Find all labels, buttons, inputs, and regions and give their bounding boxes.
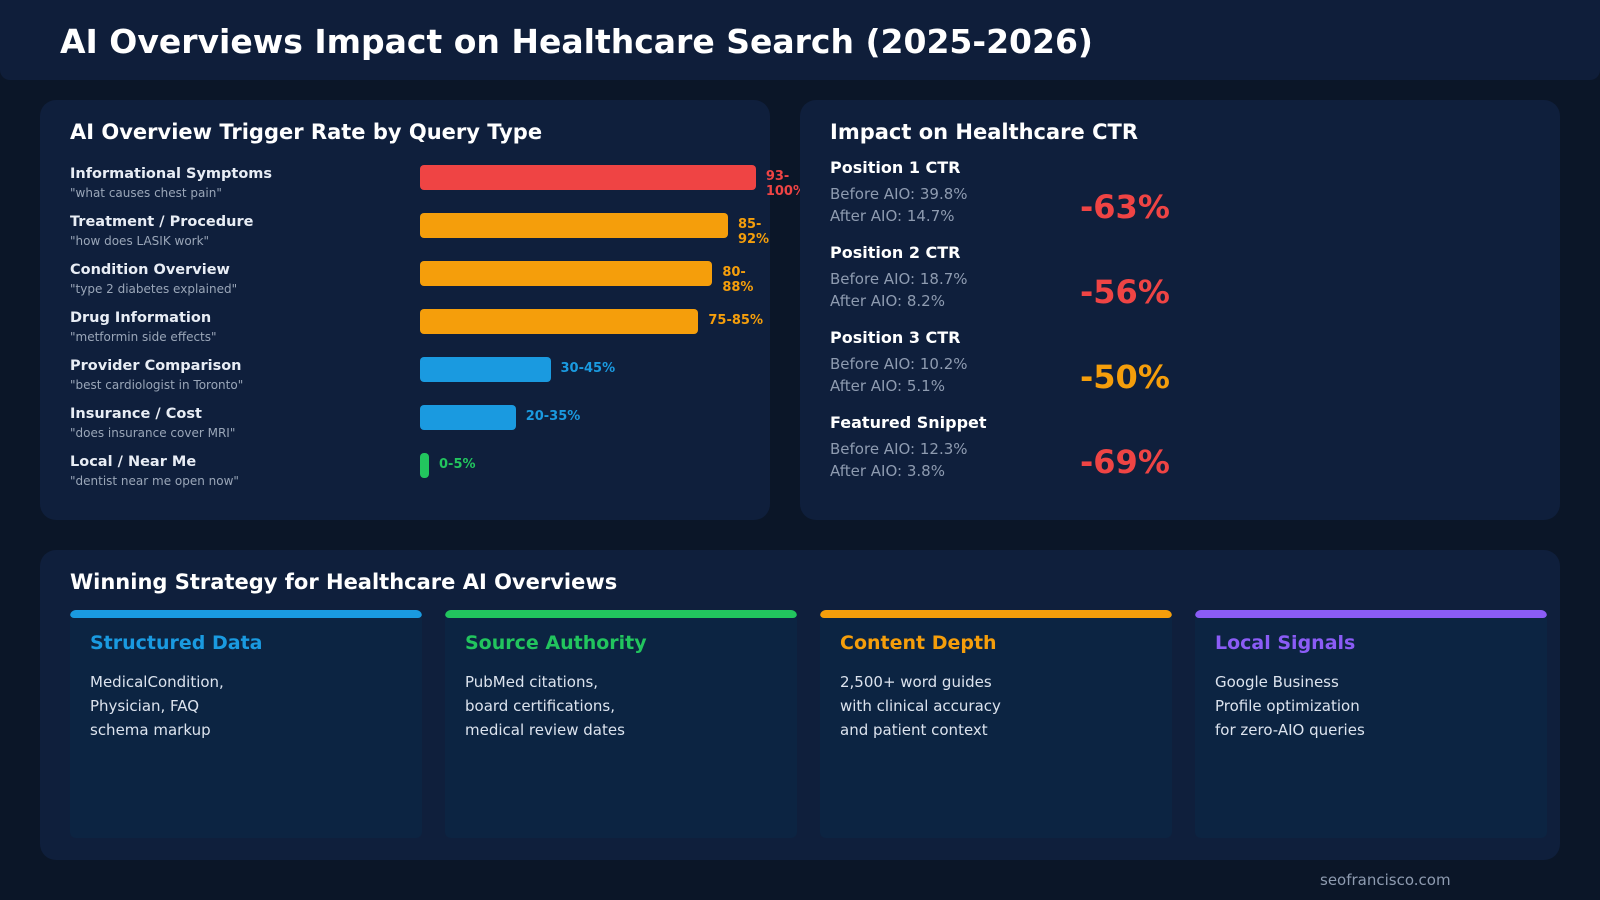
ctr-after: After AIO: 5.1% [830,377,945,395]
ctr-before: Before AIO: 10.2% [830,355,968,373]
category-example: "type 2 diabetes explained" [70,282,238,296]
ctr-after: After AIO: 3.8% [830,462,945,480]
footer-site: seofrancisco.com [1320,871,1451,889]
bar [420,405,516,430]
ctr-panel: Impact on Healthcare CTR Position 1 CTR … [800,100,1560,520]
bar-value-label: 80-88% [722,265,754,295]
category-label: Informational Symptoms [70,166,273,182]
bar-row: Local / Near Me "dentist near me open no… [70,453,770,502]
card-body: MedicalCondition, Physician, FAQ schema … [90,673,224,739]
card-body: 2,500+ word guides with clinical accurac… [840,673,1001,739]
ctr-item-title: Featured Snippet [830,413,987,432]
ctr-change: -50% [1080,358,1170,396]
ctr-item-title: Position 2 CTR [830,243,961,262]
ctr-change: -69% [1080,443,1170,481]
ctr-item: Position 2 CTR Before AIO: 18.7% After A… [830,243,1530,323]
trigger-rate-panel: AI Overview Trigger Rate by Query Type I… [40,100,806,520]
bar-value-label: 20-35% [525,409,581,424]
category-example: "dentist near me open now" [70,474,239,488]
strategy-card: Structured Data MedicalCondition, Physic… [70,610,422,838]
category-label: Insurance / Cost [70,406,202,422]
strategy-card: Source Authority PubMed citations, board… [445,610,797,838]
bar-row: Treatment / Procedure "how does LASIK wo… [70,213,770,262]
category-label: Drug Information [70,310,212,326]
card-title: Content Depth [840,632,997,654]
bar-value-label: 75-85% [708,313,763,328]
card-accent-bar [445,610,797,618]
category-example: "metformin side effects" [70,330,217,344]
card-title: Local Signals [1215,632,1356,654]
bar-row: Insurance / Cost "does insurance cover M… [70,405,770,454]
bar-value-label: 85-92% [737,217,770,247]
category-label: Local / Near Me [70,454,197,470]
ctr-item: Featured Snippet Before AIO: 12.3% After… [830,413,1530,493]
bar-value-label: 30-45% [560,361,616,376]
strategy-card: Local Signals Google Business Profile op… [1195,610,1547,838]
bar-row: Provider Comparison "best cardiologist i… [70,357,770,406]
strategy-title: Winning Strategy for Healthcare AI Overv… [70,570,618,594]
ctr-before: Before AIO: 12.3% [830,440,968,458]
bar-row: Drug Information "metformin side effects… [70,309,770,358]
card-body: PubMed citations, board certifications, … [465,673,625,739]
bar-value-label: 93-100% [765,169,806,199]
card-accent-bar [820,610,1172,618]
ctr-item-title: Position 1 CTR [830,158,961,177]
category-label: Condition Overview [70,262,230,278]
ctr-item-title: Position 3 CTR [830,328,961,347]
ctr-title: Impact on Healthcare CTR [830,120,1138,144]
card-body: Google Business Profile optimization for… [1215,673,1365,739]
bar-row: Condition Overview "type 2 diabetes expl… [70,261,770,310]
ctr-item: Position 1 CTR Before AIO: 39.8% After A… [830,158,1530,238]
bar-row: Informational Symptoms "what causes ches… [70,165,806,214]
category-example: "does insurance cover MRI" [70,426,236,440]
ctr-before: Before AIO: 18.7% [830,270,968,288]
ctr-before: Before AIO: 39.8% [830,185,968,203]
category-example: "best cardiologist in Toronto" [70,378,244,392]
category-label: Treatment / Procedure [70,214,254,230]
trigger-rate-title: AI Overview Trigger Rate by Query Type [70,120,543,144]
page-title: AI Overviews Impact on Healthcare Search… [60,22,1093,61]
bar-value-label: 0-5% [439,457,476,472]
ctr-change: -56% [1080,273,1170,311]
ctr-after: After AIO: 14.7% [830,207,955,225]
bar [420,165,756,190]
bar [420,453,429,478]
category-example: "what causes chest pain" [70,186,222,200]
card-accent-bar [1195,610,1547,618]
card-title: Source Authority [465,632,647,654]
bar [420,309,699,334]
card-accent-bar [70,610,422,618]
bar [420,357,551,382]
bar [420,213,728,238]
strategy-card: Content Depth 2,500+ word guides with cl… [820,610,1172,838]
ctr-after: After AIO: 8.2% [830,292,945,310]
ctr-change: -63% [1080,188,1170,226]
bar [420,261,713,286]
category-label: Provider Comparison [70,358,242,374]
card-title: Structured Data [90,632,263,654]
header: AI Overviews Impact on Healthcare Search… [0,0,1600,80]
strategy-panel: Winning Strategy for Healthcare AI Overv… [40,550,1560,860]
ctr-item: Position 3 CTR Before AIO: 10.2% After A… [830,328,1530,408]
category-example: "how does LASIK work" [70,234,210,248]
